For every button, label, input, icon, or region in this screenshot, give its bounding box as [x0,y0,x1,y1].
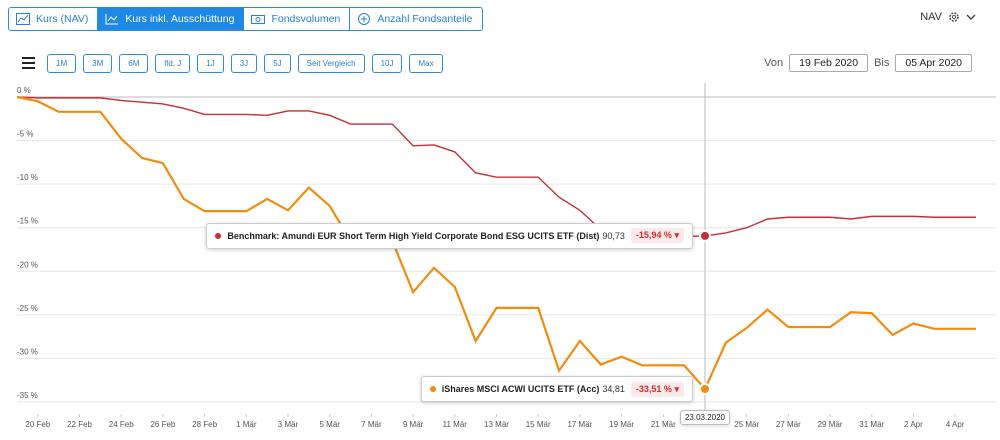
x-tick-label: 21 Mär [651,420,676,429]
x-tick-label: 13 Mär [484,420,509,429]
to-label: Bis [874,57,890,69]
from-date[interactable]: 19 Feb 2020 [789,54,869,72]
tooltip: iShares MSCI ACWI UCITS ETF (Acc) 34,81 -3… [420,376,693,403]
tooltip: Benchmark: Amundi EUR Short Term High Yi… [206,222,693,249]
range-button[interactable]: 5J [264,54,291,73]
change: -33,51 % [635,383,672,394]
tab-label: Kurs inkl. Ausschüttung [125,13,235,25]
tab-label: Anzahl Fondsanteile [377,13,473,25]
series-name: Benchmark: Amundi EUR Short Term High Yi… [227,230,600,241]
tab[interactable]: Anzahl Fondsanteile [350,8,481,30]
range-button[interactable]: lfd. J [155,54,191,73]
price: 90,73 [602,230,625,241]
nav-label: NAV [920,11,942,23]
change-pill: -15,94 % ▾ [630,228,684,244]
x-tick-label: 7 Mär [361,420,382,429]
x-tick-label: 20 Feb [25,420,50,429]
range-button[interactable]: Max [409,54,443,73]
x-tick-label: 19 Mär [609,420,634,429]
x-tick-label: 31 Mär [859,420,884,429]
x-tick-label: 17 Mär [567,420,592,429]
y-tick-label: -25 % [17,304,38,313]
series-name: iShares MSCI ACWI UCITS ETF (Acc) [441,384,600,395]
x-tick-label: 27 Mär [776,420,801,429]
arrow: ▾ [671,230,679,241]
range-button[interactable]: Seit Vergleich [297,54,365,73]
y-tick-label: -30 % [17,347,38,356]
range-button[interactable]: 10J [371,54,403,73]
y-tick-label: 0 % [17,86,31,95]
x-tick-label: 29 Mär [818,420,843,429]
date-range: Von 19 Feb 2020 Bis 05 Apr 2020 [764,54,972,72]
to-date[interactable]: 05 Apr 2020 [895,54,972,72]
hover-marker [698,229,711,242]
series-line [16,96,976,238]
chevron [966,14,976,20]
tooltip-date: 23.03.2020 [679,410,730,425]
y-tick-label: -35 % [17,391,38,400]
x-tick-label: 25 Mär [734,420,759,429]
x-tick-label: 2 Apr [904,420,923,429]
x-tick-label: 9 Mär [403,420,424,429]
tab[interactable]: Kurs (NAV) [9,8,99,30]
price: 34,81 [602,384,625,395]
y-tick-label: -20 % [17,260,38,269]
x-tick-label: 3 Mär [278,420,299,429]
x-tick-label: 26 Feb [150,420,175,429]
range-button[interactable]: 1J [197,54,224,73]
x-tick-label: 15 Mär [526,420,551,429]
x-tick-label: 24 Feb [109,420,134,429]
tooltip-dot [429,386,436,393]
x-tick-label: 4 Apr [946,420,965,429]
x-tick-label: 1 Mär [236,420,257,429]
hover-marker [698,383,711,396]
tab[interactable]: Fondsvolumen [244,8,351,30]
x-tick-label: 28 Feb [192,420,217,429]
y-tick-label: -15 % [17,217,38,226]
series-line [16,95,976,392]
range-button[interactable]: 1M [47,54,77,73]
range-button[interactable]: 6M [119,54,149,73]
tooltip-dot [215,232,222,239]
tab-label: Fondsvolumen [271,13,341,25]
tab-bar: Kurs (NAV) Kurs inkl. Ausschüttung Fonds… [8,7,483,31]
range-button[interactable]: 3M [83,54,113,73]
gear-icon [949,12,959,22]
nav-selector[interactable]: NAV [920,11,976,23]
y-tick-label: -5 % [17,130,33,139]
x-tick-label: 22 Feb [67,420,92,429]
y-tick-label: -10 % [17,173,38,182]
x-tick-label: 11 Mär [443,420,468,429]
range-buttons: 1M 3M 6M lfd. J 1J 3J 5J Seit Vergleich 10J Max [47,54,443,73]
from-label: Von [764,57,784,69]
range-button[interactable]: 3J [230,54,258,73]
menu-icon[interactable] [22,57,35,72]
tab[interactable]: Kurs inkl. Ausschüttung [98,8,245,30]
arrow: ▾ [671,383,679,394]
x-tick-label: 5 Mär [319,420,340,429]
tab-label: Kurs (NAV) [36,13,89,25]
change-pill: -33,51 % ▾ [630,381,684,397]
change: -15,94 % [635,230,672,241]
